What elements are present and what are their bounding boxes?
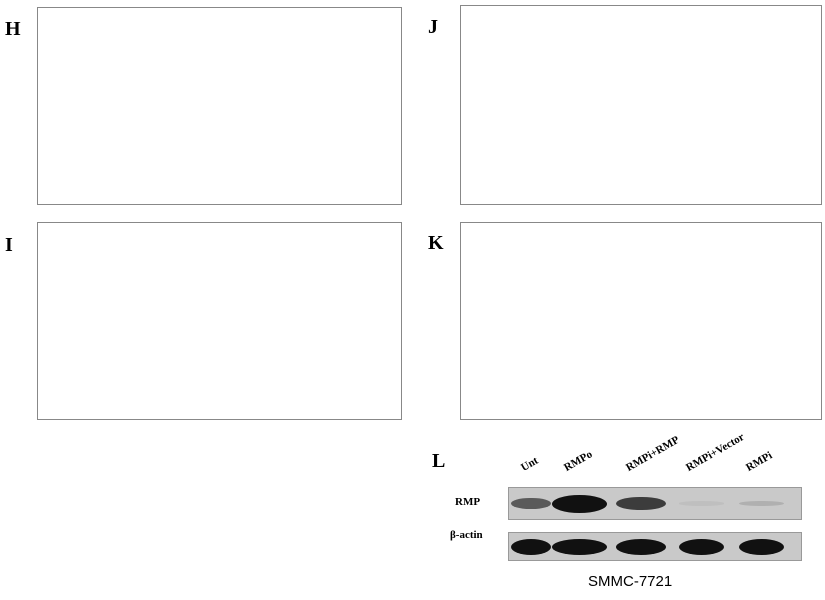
chart-panel-K [460, 222, 822, 420]
chart-panel-J [460, 5, 822, 205]
blot-band [551, 538, 607, 555]
blot-caption: SMMC-7721 [588, 573, 673, 590]
blot-row-label: β-actin [450, 529, 483, 541]
blot-band [511, 538, 551, 555]
blot-band [511, 497, 551, 510]
panel-letter-H: H [5, 18, 21, 40]
blot-strip-RMP [508, 487, 802, 520]
chart-panel-H [37, 7, 402, 205]
blot-band [551, 494, 607, 513]
chart-panel-I [37, 222, 402, 420]
blot-band [616, 496, 666, 511]
blot-band [678, 538, 724, 555]
panel-letter-I: I [5, 234, 13, 256]
panel-letter-J: J [428, 16, 438, 38]
panel-letter-L: L [432, 450, 446, 472]
blot-band [738, 538, 784, 555]
panel-letter-K: K [428, 232, 444, 254]
blot-band [678, 501, 724, 506]
blot-row-label: RMP [455, 496, 481, 508]
blot-band [738, 500, 784, 507]
blot-band [616, 538, 666, 555]
blot-strip-β-actin [508, 532, 802, 561]
